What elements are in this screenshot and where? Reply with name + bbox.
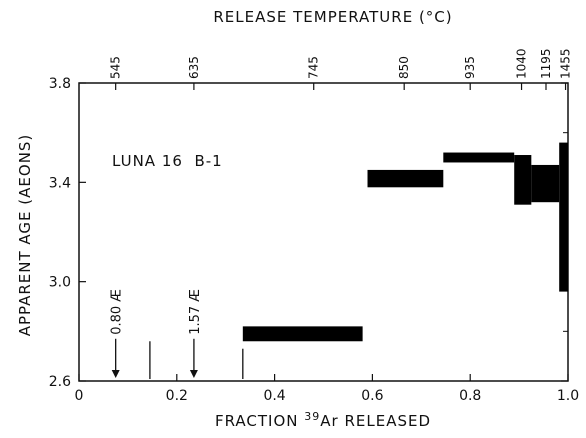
top-tick-label: 635 <box>187 56 201 79</box>
x-tick-label: 0.6 <box>361 388 383 404</box>
top-tick-label: 1455 <box>559 48 573 79</box>
x-axis-title: FRACTION 39Ar RELEASED <box>215 410 431 430</box>
y-tick-label: 3.4 <box>49 175 71 191</box>
x-axis-title-sup: 39 <box>304 410 320 423</box>
upper-limit-label: 1.57 Æ <box>188 289 203 335</box>
age-step-bar <box>242 326 363 342</box>
age-step-bar <box>559 142 568 292</box>
upper-limit-arrowhead <box>111 370 120 378</box>
top-tick-label: 850 <box>397 56 411 79</box>
top-tick-label: 745 <box>307 56 321 79</box>
x-tick-label: 0 <box>75 388 84 404</box>
y-tick-label: 2.6 <box>49 374 71 390</box>
x-tick-label: 0.4 <box>263 388 285 404</box>
ticks-layer: 0 0.2 0.4 0.6 0.8 1.0 2.6 3.0 3.4 3.8 545 635 745 850… <box>49 48 579 404</box>
top-axis-title: RELEASE TEMPERATURE (°C) <box>213 8 452 26</box>
age-step-bar <box>531 164 560 203</box>
y-tick-label: 3.8 <box>49 76 71 92</box>
top-tick-label: 1040 <box>515 48 529 79</box>
marks-layer: 0.80 Æ 1.57 Æ <box>110 142 568 379</box>
x-tick-label: 1.0 <box>557 388 579 404</box>
upper-limit-label: 0.80 Æ <box>110 289 125 335</box>
x-axis-title-prefix: FRACTION <box>215 412 304 430</box>
x-axis-title-suffix: Ar RELEASED <box>320 412 431 430</box>
top-tick-label: 935 <box>463 56 477 79</box>
upper-limit-arrowhead <box>189 370 198 378</box>
y-tick-label: 3.0 <box>49 275 71 291</box>
age-step-bar <box>367 169 444 188</box>
sample-annotation: LUNA 16 B-1 <box>112 152 223 170</box>
top-tick-label: 545 <box>109 56 123 79</box>
y-axis-title: APPARENT AGE (AEONS) <box>16 134 34 337</box>
x-tick-label: 0.2 <box>166 388 188 404</box>
age-step-bar <box>443 152 515 163</box>
x-tick-label: 0.8 <box>459 388 481 404</box>
age-step-bar <box>514 155 532 205</box>
top-tick-label: 1195 <box>539 48 553 79</box>
